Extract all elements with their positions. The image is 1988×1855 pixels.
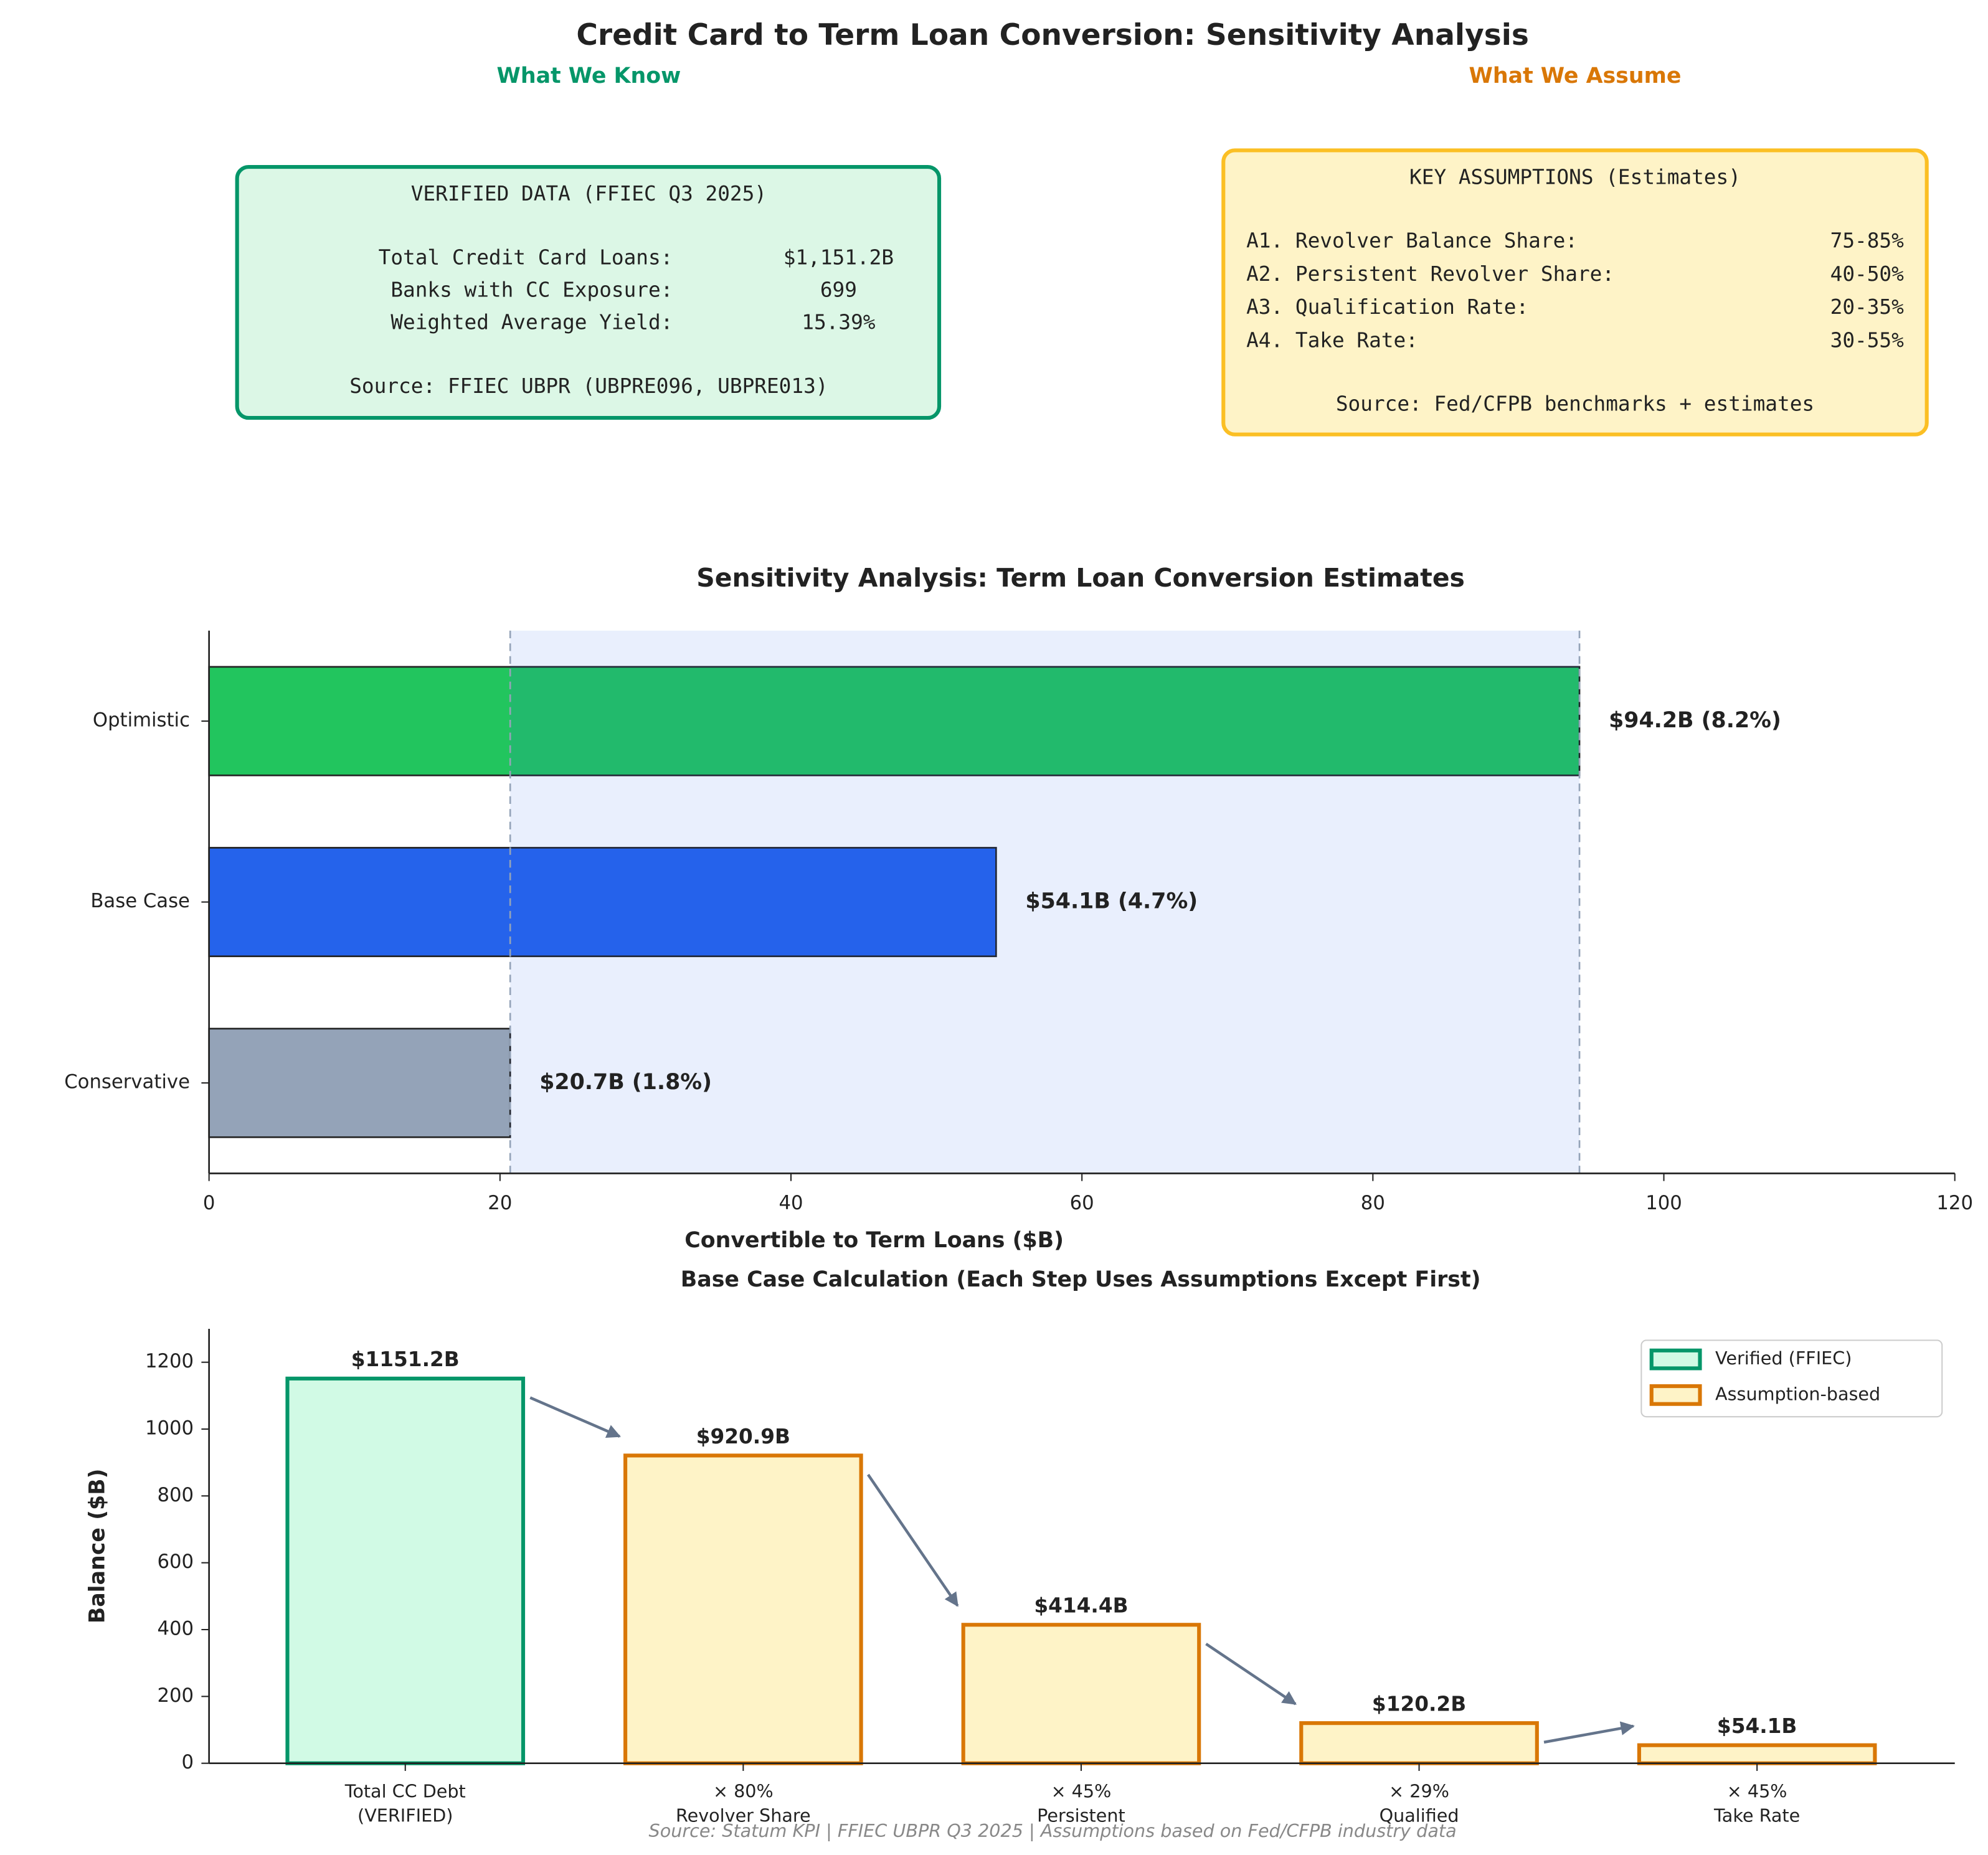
- verified-title: VERIFIED DATA (FFIEC Q3 2025): [411, 182, 767, 205]
- footer: Source: Statum KPI | FFIEC UBPR Q3 2025 …: [649, 1820, 1457, 1841]
- assumption-label: A2. Persistent Revolver Share:: [1246, 262, 1614, 286]
- x-tick-label: 20: [488, 1192, 512, 1214]
- y-tick-label: 1200: [145, 1351, 194, 1372]
- bar: [285, 1376, 526, 1765]
- assumption-value: 30-55%: [1830, 328, 1904, 352]
- bar: [1637, 1743, 1877, 1765]
- x-tick-label: × 29% Qualified: [1380, 1781, 1459, 1826]
- verified-rows: Total Credit Card Loans: $1,151.2B Banks w…: [379, 245, 894, 334]
- value-label: $920.9B: [696, 1425, 790, 1448]
- know-heading: What We Know: [496, 64, 681, 88]
- x-tick-label: × 45% Persistent: [1037, 1781, 1125, 1826]
- x-axis-label: Convertible to Term Loans ($B): [684, 1228, 1064, 1253]
- y-tick-label: Optimistic: [93, 710, 190, 732]
- assumption-value: 75-85%: [1830, 229, 1904, 253]
- x-tick-label: Total CC Debt (VERIFIED): [344, 1781, 466, 1826]
- legend-swatch: [1649, 1384, 1702, 1406]
- verified-value: 15.39%: [802, 311, 875, 334]
- page-title: Credit Card to Term Loan Conversion: Sen…: [576, 18, 1529, 52]
- value-label: $120.2B: [1372, 1692, 1466, 1716]
- assumption-label: A3. Qualification Rate:: [1246, 295, 1528, 319]
- y-tick-label: 400: [158, 1618, 194, 1640]
- value-label: $20.7B (1.8%): [539, 1070, 712, 1095]
- assumptions-source: Source: Fed/CFPB benchmarks + estimates: [1336, 392, 1814, 416]
- assumption-rows: A1. Revolver Balance Share: 75-85% A2. Per…: [1246, 229, 1904, 352]
- bar: [208, 1027, 511, 1138]
- bar: [1299, 1721, 1539, 1765]
- flow-arrow: [1543, 1721, 1635, 1744]
- x-tick-label: 120: [1936, 1192, 1973, 1214]
- bar: [208, 666, 1581, 776]
- assumption-label: A4. Take Rate:: [1246, 328, 1418, 352]
- verified-label: Weighted Average Yield:: [391, 311, 673, 334]
- bar: [961, 1623, 1201, 1765]
- x-tick-label: × 45% Take Rate: [1713, 1781, 1800, 1826]
- verified-label: Banks with CC Exposure:: [391, 278, 673, 302]
- y-axis-label: Balance ($B): [85, 1468, 110, 1623]
- value-label: $414.4B: [1034, 1594, 1128, 1618]
- y-tick-label: 200: [158, 1685, 194, 1707]
- x-tick-label: 40: [779, 1192, 803, 1214]
- chart-title: Sensitivity Analysis: Term Loan Conversi…: [696, 563, 1465, 593]
- verified-label: Total Credit Card Loans:: [379, 245, 673, 269]
- x-tick-label: × 80% Revolver Share: [676, 1781, 811, 1826]
- bar: [623, 1453, 863, 1765]
- y-tick-label: Conservative: [64, 1072, 190, 1093]
- bar: [208, 847, 997, 958]
- legend-label: Verified (FFIEC): [1715, 1348, 1852, 1369]
- flow-arrow: [1205, 1643, 1297, 1706]
- x-tick-label: 0: [203, 1192, 215, 1214]
- assumption-value: 20-35%: [1830, 295, 1904, 319]
- verified-value: 699: [820, 278, 857, 302]
- y-tick-label: 0: [182, 1752, 194, 1773]
- legend-swatch: [1649, 1348, 1702, 1371]
- assume-heading: What We Assume: [1469, 64, 1682, 88]
- x-tick-label: 60: [1070, 1192, 1094, 1214]
- flow-arrow: [866, 1473, 959, 1607]
- y-tick-label: 1000: [145, 1418, 194, 1440]
- assumption-label: A1. Revolver Balance Share:: [1246, 229, 1578, 253]
- value-label: $54.1B (4.7%): [1025, 889, 1198, 914]
- value-label: $94.2B (8.2%): [1609, 708, 1781, 733]
- verified-source: Source: FFIEC UBPR (UBPRE096, UBPRE013): [349, 374, 828, 398]
- x-tick-label: 80: [1361, 1192, 1385, 1214]
- y-tick-label: Base Case: [90, 890, 190, 912]
- range-shading: [510, 630, 1580, 1174]
- verified-box: [235, 164, 942, 420]
- y-tick-label: 600: [158, 1551, 194, 1573]
- assumption-value: 40-50%: [1830, 262, 1904, 286]
- assumptions-title: KEY ASSUMPTIONS (Estimates): [1409, 165, 1741, 189]
- assumptions-box: [1221, 148, 1929, 437]
- verified-value: $1,151.2B: [783, 245, 894, 269]
- chart-title: Base Case Calculation (Each Step Uses As…: [681, 1267, 1481, 1292]
- y-tick-label: 800: [158, 1484, 194, 1506]
- x-tick-label: 100: [1645, 1192, 1682, 1214]
- value-label: $1151.2B: [351, 1348, 460, 1371]
- legend-label: Assumption-based: [1715, 1383, 1880, 1404]
- legend-box: [1640, 1339, 1943, 1418]
- value-label: $54.1B: [1717, 1714, 1797, 1738]
- flow-arrow: [529, 1396, 621, 1438]
